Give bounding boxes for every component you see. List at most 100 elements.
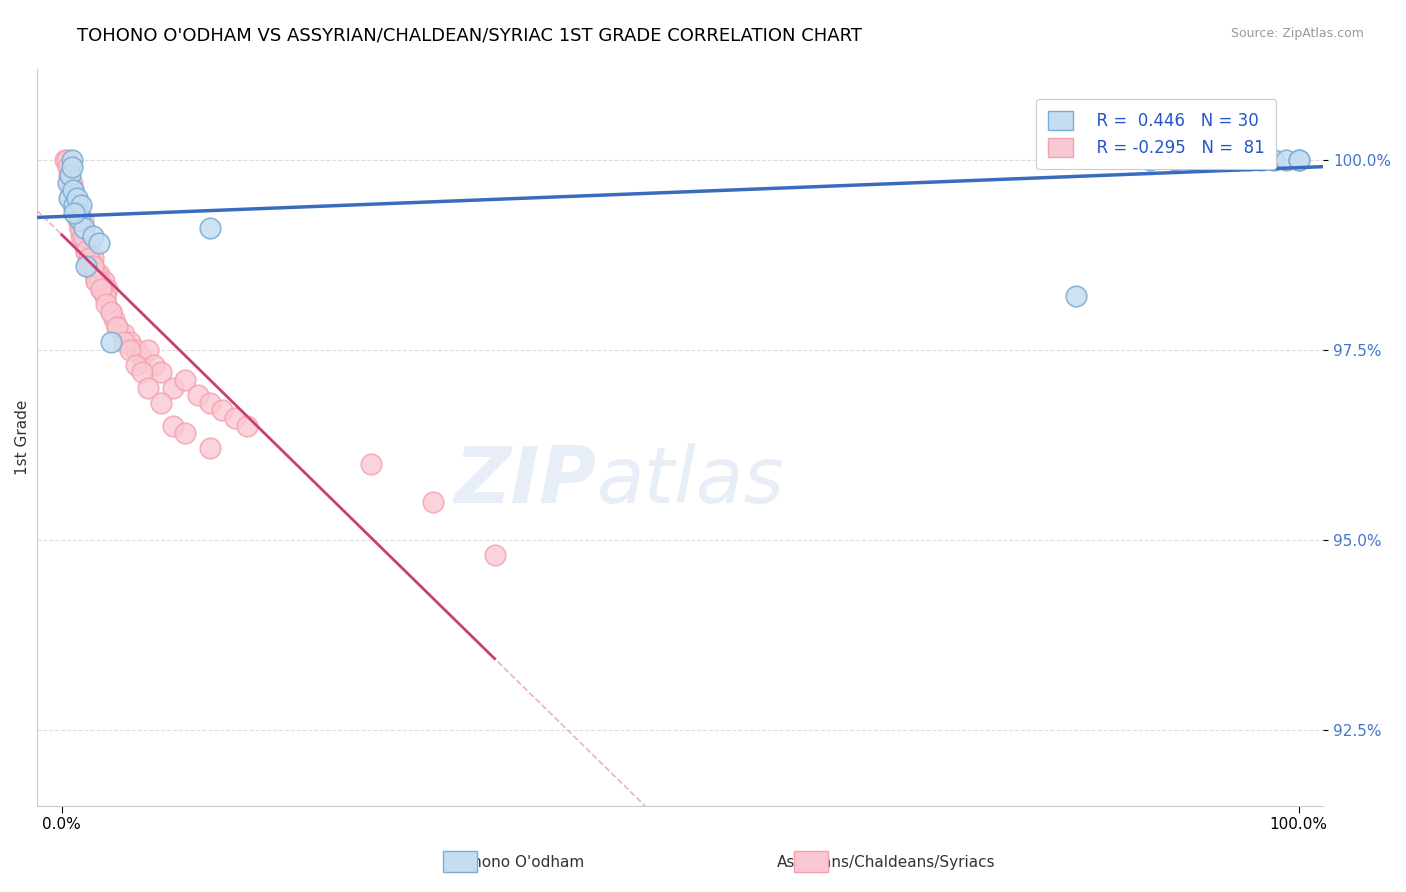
Text: Source: ZipAtlas.com: Source: ZipAtlas.com bbox=[1230, 27, 1364, 40]
Point bbox=[198, 442, 221, 456]
Point bbox=[1226, 153, 1249, 167]
Point bbox=[1213, 153, 1236, 167]
Point bbox=[90, 282, 112, 296]
Point bbox=[82, 252, 104, 266]
Point bbox=[56, 161, 79, 175]
Point bbox=[66, 206, 89, 220]
Point bbox=[187, 388, 209, 402]
Point bbox=[59, 176, 82, 190]
Point bbox=[59, 168, 82, 182]
Point bbox=[65, 206, 87, 220]
Point bbox=[70, 228, 93, 243]
Point bbox=[75, 259, 97, 273]
Point bbox=[1263, 153, 1285, 167]
Point bbox=[112, 334, 135, 349]
Point bbox=[75, 244, 97, 258]
Point bbox=[93, 274, 115, 288]
Point bbox=[63, 206, 86, 220]
Point bbox=[118, 343, 141, 357]
Point bbox=[59, 191, 82, 205]
Point bbox=[224, 411, 246, 425]
Point bbox=[131, 351, 153, 365]
Point bbox=[56, 176, 79, 190]
Point bbox=[77, 252, 100, 266]
Point bbox=[87, 236, 110, 251]
Point bbox=[75, 244, 97, 258]
Point bbox=[86, 267, 108, 281]
Point bbox=[112, 327, 135, 342]
Point bbox=[60, 153, 83, 167]
Point bbox=[1288, 153, 1310, 167]
Point bbox=[96, 297, 118, 311]
Point bbox=[94, 289, 117, 303]
Y-axis label: 1st Grade: 1st Grade bbox=[15, 400, 30, 475]
Point bbox=[77, 259, 100, 273]
Point bbox=[79, 236, 101, 251]
Point bbox=[100, 334, 122, 349]
Point bbox=[86, 274, 108, 288]
Point bbox=[87, 274, 110, 288]
Point bbox=[84, 267, 107, 281]
Point bbox=[422, 494, 444, 508]
Text: Tohono O'odham: Tohono O'odham bbox=[456, 855, 585, 870]
Point bbox=[143, 358, 166, 372]
Point bbox=[55, 153, 77, 167]
Point bbox=[174, 426, 197, 441]
Point bbox=[62, 198, 84, 212]
Point bbox=[70, 198, 93, 212]
Point bbox=[66, 198, 89, 212]
Text: ZIP: ZIP bbox=[454, 443, 596, 519]
Point bbox=[67, 213, 90, 227]
Point bbox=[198, 396, 221, 410]
Point bbox=[484, 548, 506, 562]
Point bbox=[73, 221, 96, 235]
Point bbox=[105, 319, 128, 334]
Point bbox=[90, 282, 112, 296]
Point bbox=[62, 183, 84, 197]
Point bbox=[1237, 153, 1260, 167]
Point bbox=[174, 373, 197, 387]
Point bbox=[76, 252, 98, 266]
Point bbox=[1250, 153, 1272, 167]
Point bbox=[162, 418, 184, 433]
Point bbox=[77, 252, 100, 266]
Point bbox=[58, 191, 80, 205]
Point bbox=[236, 418, 259, 433]
Point bbox=[82, 259, 104, 273]
Point bbox=[198, 221, 221, 235]
Point bbox=[75, 236, 97, 251]
Point bbox=[136, 343, 159, 357]
Point bbox=[66, 213, 89, 227]
Point bbox=[131, 366, 153, 380]
Point bbox=[55, 153, 77, 167]
Point bbox=[94, 289, 117, 303]
Point bbox=[60, 176, 83, 190]
Point bbox=[69, 221, 91, 235]
Point bbox=[63, 191, 86, 205]
Point bbox=[87, 267, 110, 281]
Point bbox=[90, 282, 112, 296]
Point bbox=[105, 319, 128, 334]
Point bbox=[63, 198, 86, 212]
Point bbox=[69, 213, 91, 227]
Legend:   R =  0.446   N = 30,   R = -0.295   N =  81: R = 0.446 N = 30, R = -0.295 N = 81 bbox=[1036, 99, 1277, 169]
Point bbox=[73, 228, 96, 243]
Point bbox=[65, 198, 87, 212]
Point bbox=[118, 334, 141, 349]
Point bbox=[96, 282, 118, 296]
Point bbox=[1188, 153, 1211, 167]
Point bbox=[1064, 289, 1087, 303]
Point bbox=[60, 161, 83, 175]
Point bbox=[100, 304, 122, 318]
Text: TOHONO O'ODHAM VS ASSYRIAN/CHALDEAN/SYRIAC 1ST GRADE CORRELATION CHART: TOHONO O'ODHAM VS ASSYRIAN/CHALDEAN/SYRI… bbox=[77, 27, 862, 45]
Point bbox=[65, 191, 87, 205]
Point bbox=[100, 304, 122, 318]
Point bbox=[1275, 153, 1298, 167]
Point bbox=[86, 274, 108, 288]
Point bbox=[75, 244, 97, 258]
Point bbox=[1139, 153, 1161, 167]
Point bbox=[360, 457, 382, 471]
Point bbox=[82, 228, 104, 243]
Point bbox=[125, 343, 148, 357]
Point bbox=[162, 381, 184, 395]
